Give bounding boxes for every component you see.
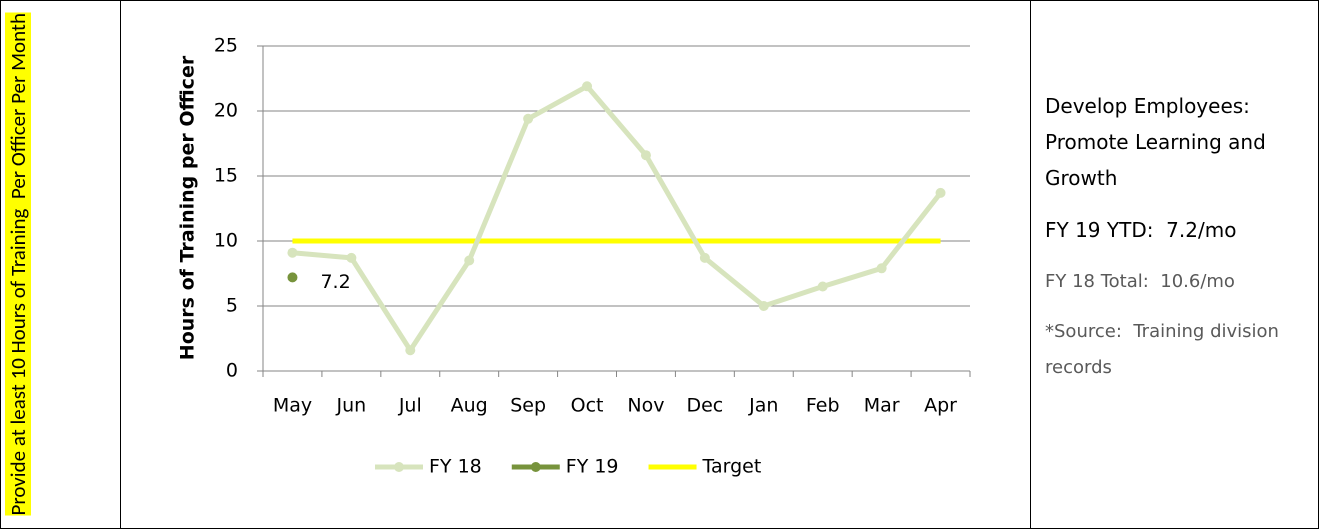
legend-marker bbox=[394, 462, 404, 472]
x-tick-label: Jan bbox=[748, 395, 778, 417]
y-tick-label: 0 bbox=[226, 360, 238, 382]
x-tick-label: Apr bbox=[924, 395, 957, 417]
divider bbox=[1030, 0, 1031, 529]
data-point bbox=[464, 255, 475, 266]
data-point bbox=[876, 263, 887, 274]
data-point bbox=[640, 150, 651, 161]
series-line bbox=[292, 83, 943, 353]
legend-marker bbox=[530, 462, 541, 472]
ytd: FY 19 YTD: 7.2/mo bbox=[1045, 218, 1237, 242]
x-tick-label: Jul bbox=[398, 395, 422, 417]
chart: Hours of Training per Officer 0 5 10 15 20 25… bbox=[177, 35, 971, 478]
x-tick-label: Aug bbox=[451, 395, 488, 417]
x-tick-label: Dec bbox=[686, 395, 723, 417]
goal-text: Provide at least 10 Hours of Training Pe… bbox=[5, 13, 31, 516]
data-point bbox=[935, 187, 946, 198]
data-point bbox=[346, 252, 357, 263]
goal-cell: Provide at least 10 Hours of Training Pe… bbox=[0, 0, 120, 529]
y-tick-label: 10 bbox=[214, 230, 238, 252]
data-label: 7.2 bbox=[320, 271, 350, 293]
y-tick-label: 25 bbox=[214, 35, 238, 57]
source: *Source: Training division records bbox=[1045, 321, 1285, 378]
panel-heading: Develop Employees: Promote Learning and … bbox=[1045, 94, 1273, 190]
data-point bbox=[758, 301, 769, 311]
data-point bbox=[523, 113, 534, 124]
data-point bbox=[817, 281, 828, 292]
data-point bbox=[699, 252, 710, 263]
x-tick-label: Sep bbox=[510, 395, 546, 417]
y-tick-label: 5 bbox=[226, 295, 238, 317]
divider bbox=[120, 0, 121, 529]
x-tick-label: Jun bbox=[336, 395, 367, 417]
legend-label: FY 18 bbox=[429, 456, 482, 478]
x-tick-label: Feb bbox=[806, 395, 840, 417]
data-point bbox=[287, 272, 298, 283]
data-point bbox=[287, 247, 298, 258]
x-tick-label: Oct bbox=[571, 395, 604, 417]
y-axis-label: Hours of Training per Officer bbox=[177, 55, 199, 360]
legend-label: FY 19 bbox=[566, 456, 619, 478]
y-tick-label: 20 bbox=[214, 100, 238, 122]
legend-label: Target bbox=[702, 456, 762, 478]
x-tick-label: May bbox=[273, 395, 312, 417]
y-tick-label: 15 bbox=[214, 165, 238, 187]
total: FY 18 Total: 10.6/mo bbox=[1045, 271, 1235, 292]
x-tick-label: Nov bbox=[627, 395, 664, 417]
data-point bbox=[582, 81, 593, 92]
x-tick-label: Mar bbox=[864, 395, 900, 417]
data-point bbox=[405, 345, 416, 356]
info-panel: Develop Employees: Promote Learning and … bbox=[1045, 88, 1310, 386]
